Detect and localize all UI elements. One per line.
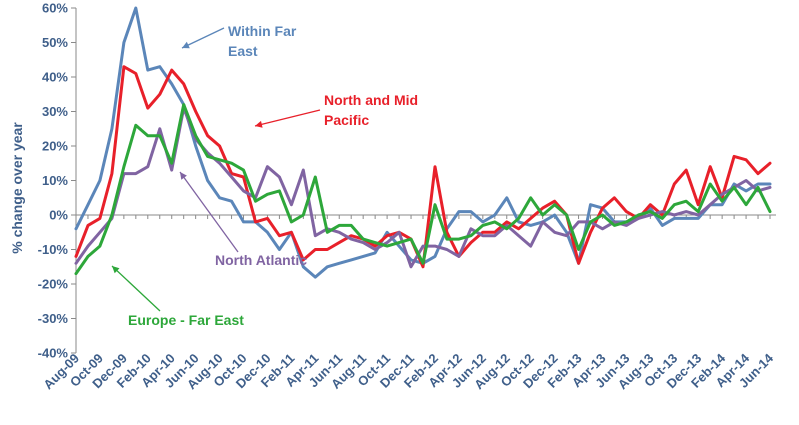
y-tick-label: -40% <box>38 346 69 361</box>
annotations: Within Far East North and Mid Pacific North … <box>111 23 418 328</box>
y-tick-label: 30% <box>42 104 68 119</box>
y-axis-label: % change over year <box>9 122 25 254</box>
annotation-arrowhead <box>112 266 120 274</box>
y-ticks: -40% -30% -20% -10% 0% 10% 20% 30% 40% 50% 60% <box>38 1 76 361</box>
annotation-arrowhead <box>182 41 190 49</box>
series-line-north-and-mid-pacific <box>74 65 772 269</box>
annotation-label: Europe - Far East <box>128 312 244 328</box>
y-tick-label: 10% <box>42 173 68 188</box>
y-tick-label: -10% <box>38 242 69 257</box>
annotation-arrow <box>179 171 239 253</box>
annotation-arrowhead <box>180 172 187 180</box>
y-tick-label: 50% <box>42 35 68 50</box>
series-line-within-far-east <box>74 6 772 279</box>
y-tick-label: 0% <box>49 208 68 223</box>
annotation-label: Pacific <box>324 112 369 128</box>
series-line-europe-far-east <box>74 103 772 276</box>
annotation-arrow <box>111 265 161 312</box>
y-tick-label: 40% <box>42 70 68 85</box>
annotation-arrow <box>181 27 225 49</box>
annotation-arrow <box>254 109 321 127</box>
annotation-label: East <box>228 43 258 59</box>
y-tick-label: -30% <box>38 311 69 326</box>
annotation-label: North and Mid <box>324 92 418 108</box>
annotation-arrowhead <box>255 120 263 128</box>
annotation-label: North Atlantic <box>215 252 307 268</box>
x-ticks: Aug-09Oct-09Dec-09Feb-10Apr-10Jun-10Aug-… <box>40 215 777 392</box>
y-tick-label: 20% <box>42 139 68 154</box>
series-line-north-atlantic <box>74 106 772 269</box>
series-lines <box>74 6 772 279</box>
axes <box>75 8 776 353</box>
annotation-label: Within Far <box>228 23 297 39</box>
y-tick-label: 60% <box>42 1 68 16</box>
y-tick-label: -20% <box>38 277 69 292</box>
